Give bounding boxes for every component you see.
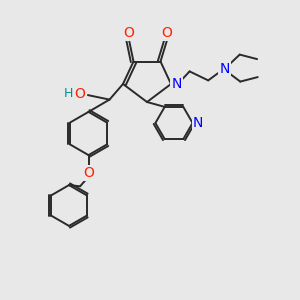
Text: O: O [162, 26, 172, 40]
Text: H: H [64, 87, 73, 100]
Text: O: O [124, 26, 134, 40]
Text: O: O [74, 87, 85, 100]
Text: N: N [220, 62, 230, 76]
Text: N: N [171, 77, 182, 91]
Text: N: N [193, 116, 203, 130]
Text: O: O [83, 166, 94, 180]
